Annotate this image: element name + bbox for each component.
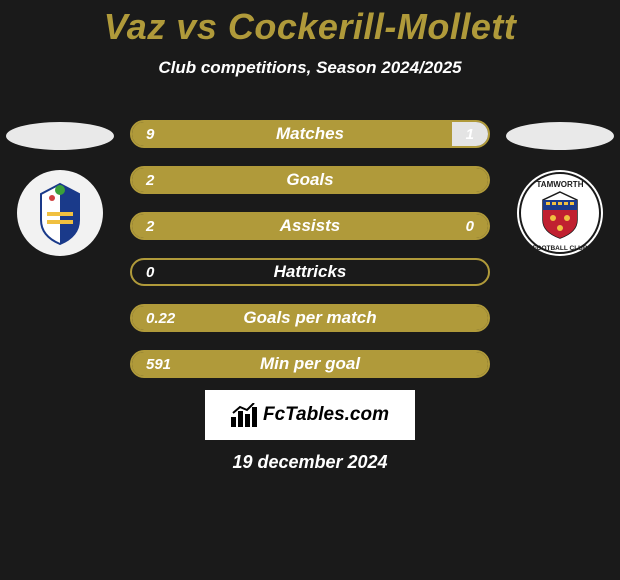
player2-zone: TAMWORTH FOOTBALL CLUB bbox=[500, 110, 620, 256]
stat-value-left: 0 bbox=[146, 264, 154, 281]
stat-value-left: 591 bbox=[146, 356, 171, 373]
stat-value-right: 0 bbox=[466, 218, 474, 235]
card-subtitle: Club competitions, Season 2024/2025 bbox=[0, 58, 620, 78]
stat-label: Goals bbox=[132, 170, 488, 190]
vs-text: vs bbox=[176, 6, 217, 47]
stat-row: Goals per match0.22 bbox=[130, 304, 490, 332]
player1-zone bbox=[0, 110, 120, 256]
player2-name: Cockerill-Mollett bbox=[228, 6, 517, 47]
player1-photo-placeholder bbox=[6, 122, 114, 150]
stat-value-right: 1 bbox=[466, 126, 474, 143]
stat-label: Min per goal bbox=[132, 354, 488, 374]
crest-sutton-icon bbox=[17, 170, 103, 256]
stat-label: Hattricks bbox=[132, 262, 488, 282]
comparison-card: Vaz vs Cockerill-Mollett Club competitio… bbox=[0, 0, 620, 580]
svg-text:FOOTBALL CLUB: FOOTBALL CLUB bbox=[532, 245, 587, 252]
stat-value-left: 9 bbox=[146, 126, 154, 143]
stat-label: Matches bbox=[132, 124, 488, 144]
player1-club-crest bbox=[17, 170, 103, 256]
stat-label: Assists bbox=[132, 216, 488, 236]
stat-value-left: 2 bbox=[146, 172, 154, 189]
stat-row: Assists2 0 bbox=[130, 212, 490, 240]
card-title: Vaz vs Cockerill-Mollett bbox=[0, 6, 620, 48]
player2-club-crest: TAMWORTH FOOTBALL CLUB bbox=[517, 170, 603, 256]
fctables-logo-icon bbox=[231, 403, 257, 427]
branding-text: FcTables.com bbox=[263, 404, 389, 426]
player1-name: Vaz bbox=[104, 6, 166, 47]
date-text: 19 december 2024 bbox=[0, 452, 620, 473]
branding-badge: FcTables.com bbox=[205, 390, 415, 440]
svg-text:TAMWORTH: TAMWORTH bbox=[537, 180, 584, 189]
stat-row: Matches9 1 bbox=[130, 120, 490, 148]
stat-value-left: 2 bbox=[146, 218, 154, 235]
crest-tamworth-icon: TAMWORTH FOOTBALL CLUB bbox=[517, 170, 603, 256]
stat-label: Goals per match bbox=[132, 308, 488, 328]
player2-photo-placeholder bbox=[506, 122, 614, 150]
stat-row: Goals2 bbox=[130, 166, 490, 194]
stat-value-left: 0.22 bbox=[146, 310, 175, 327]
stat-row: Hattricks0 bbox=[130, 258, 490, 286]
stat-row: Min per goal591 bbox=[130, 350, 490, 378]
stats-list: Matches91Goals2Assists20Hattricks0Goals … bbox=[130, 120, 490, 378]
